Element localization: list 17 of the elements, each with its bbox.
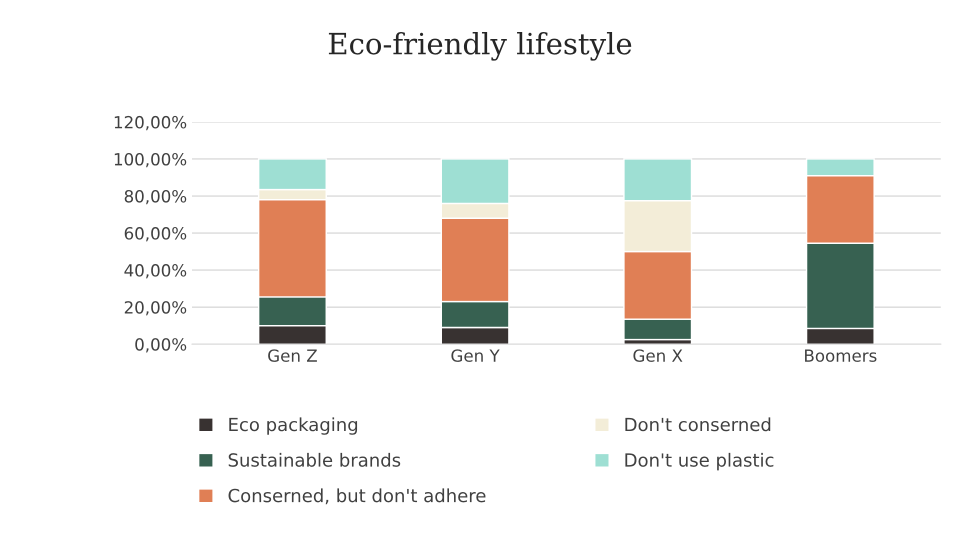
y-tick-label: 20,00% [124,301,186,316]
legend-label: Don't conserned [625,417,770,432]
x-tick-label: Gen X [633,349,682,362]
x-tick-label: Gen Y [451,349,500,362]
legend-label: Eco packaging [229,417,358,435]
y-tick-label: 80,00% [124,190,186,204]
x-tick-label: Boomers [805,350,876,362]
legend-label: Conserned, but don't adhere [228,488,486,504]
y-tick-label: 0,00% [135,338,186,352]
y-tick-label: 100,00% [114,152,186,168]
x-tick-label: Gen Z [268,349,317,362]
y-tick-label: 60,00% [124,227,186,242]
y-tick-label: 40,00% [124,264,186,278]
y-tick-label: 120,00% [114,116,186,130]
legend-label: Sustainable brands [228,452,400,467]
legend-label: Don't use plastic [625,452,774,470]
chart-title: Eco-friendly lifestyle [328,32,632,61]
